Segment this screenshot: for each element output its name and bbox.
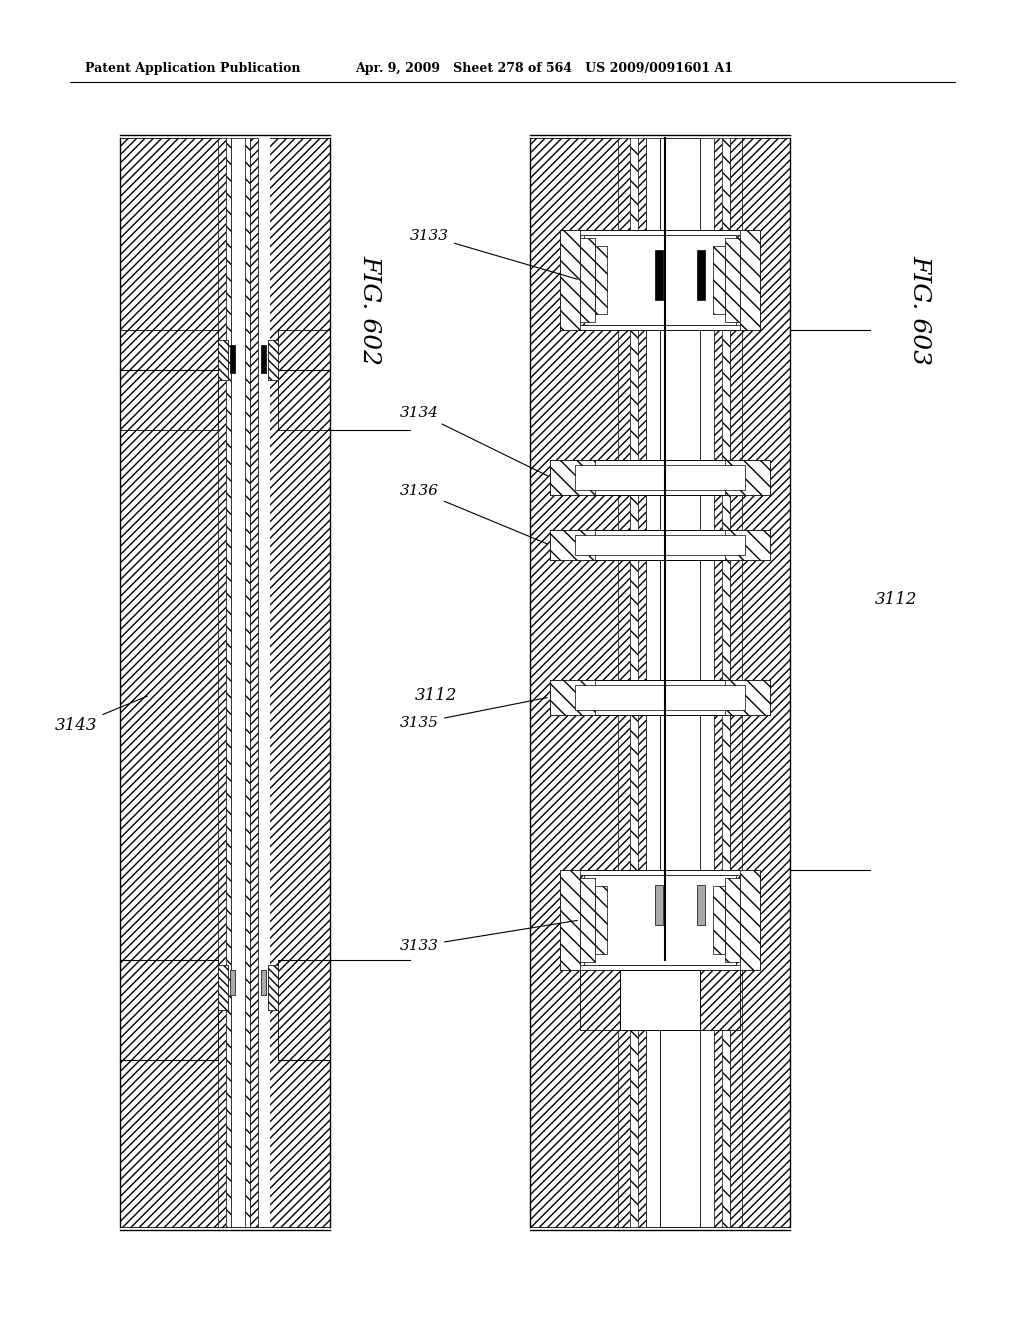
Bar [120,330,218,430]
Bar [575,535,745,554]
Bar [725,459,770,495]
Bar [580,970,620,1030]
Bar [722,139,730,1228]
Bar [595,246,607,314]
Bar [560,230,760,330]
Bar [575,685,745,710]
Bar [697,884,705,925]
Text: 3135: 3135 [400,697,547,730]
Bar [218,965,228,1010]
Text: 3133: 3133 [410,228,578,280]
Bar [713,246,725,314]
Text: Apr. 9, 2009   Sheet 278 of 564   US 2009/0091601 A1: Apr. 9, 2009 Sheet 278 of 564 US 2009/00… [355,62,733,75]
Bar [740,230,760,330]
Bar [713,886,725,954]
Bar [550,459,770,495]
Text: 3112: 3112 [874,591,918,609]
Bar [580,878,595,962]
Bar [700,970,740,1030]
Bar [580,970,620,1030]
Bar [530,139,790,1228]
Bar [618,139,630,1228]
Bar [725,878,740,962]
Bar [595,886,607,954]
Bar [638,139,646,1228]
Bar [218,965,228,1010]
Bar [278,330,330,430]
Bar [550,680,770,715]
Bar [218,341,228,380]
Bar [550,459,595,495]
Bar [218,139,270,1228]
Bar [560,870,580,970]
Bar [725,680,770,715]
Text: FIG. 603: FIG. 603 [908,255,932,366]
Bar [560,870,760,970]
Bar [268,965,278,1010]
Text: FIG. 602: FIG. 602 [358,255,382,366]
Bar [630,139,638,1228]
Bar [730,139,742,1228]
Bar [230,345,234,374]
Text: 3143: 3143 [55,696,147,734]
Text: 3133: 3133 [400,920,578,953]
Bar [261,970,266,995]
Bar [261,345,266,374]
Bar [575,465,745,490]
Bar [584,235,736,325]
Text: 3136: 3136 [400,484,548,544]
Bar [226,139,231,1228]
Bar [655,884,663,925]
Bar [572,875,748,965]
Bar [584,875,736,965]
Bar [250,139,258,1228]
Bar [660,139,700,1228]
Text: 3112: 3112 [415,686,458,704]
Bar [550,531,770,560]
Bar [120,330,218,430]
Bar [646,139,660,1228]
Bar [278,960,330,1060]
Bar [700,970,740,1030]
Bar [268,341,278,380]
Bar [268,965,278,1010]
Bar [218,139,226,1228]
Bar [245,139,250,1228]
Bar [120,960,218,1060]
Bar [572,235,748,325]
Bar [120,139,330,1228]
Text: 3134: 3134 [400,407,548,475]
Bar [725,238,740,322]
Bar [572,230,748,330]
Bar [740,870,760,970]
Bar [550,680,595,715]
Bar [218,341,228,380]
Bar [120,960,218,1060]
Bar [231,139,245,1228]
Bar [572,870,748,970]
Bar [697,249,705,300]
Bar [725,531,770,560]
Bar [700,139,714,1228]
Bar [230,970,234,995]
Bar [550,531,595,560]
Bar [278,960,330,1060]
Bar [268,341,278,380]
Bar [714,139,722,1228]
Text: Patent Application Publication: Patent Application Publication [85,62,300,75]
Bar [560,230,580,330]
Bar [620,970,700,1030]
Bar [278,330,330,430]
Bar [618,139,742,1228]
Bar [580,238,595,322]
Bar [655,249,663,300]
